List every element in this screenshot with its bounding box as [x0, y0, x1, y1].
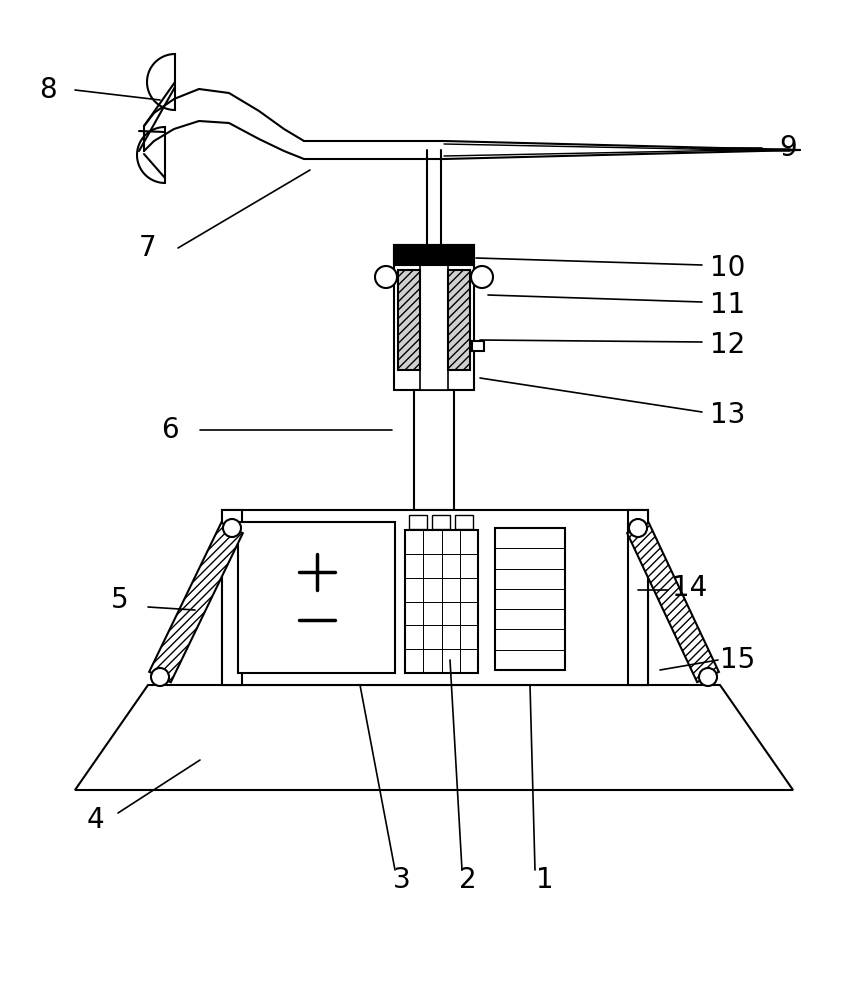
Polygon shape: [149, 523, 243, 682]
Bar: [222, 510, 648, 685]
Bar: [420, 265, 448, 390]
Bar: [405, 530, 478, 673]
Text: 7: 7: [139, 234, 157, 262]
Text: 4: 4: [86, 806, 104, 834]
Circle shape: [151, 668, 169, 686]
Text: 9: 9: [779, 134, 797, 162]
Bar: [238, 522, 395, 673]
Bar: [495, 528, 565, 670]
Text: 13: 13: [710, 401, 746, 429]
Bar: [472, 341, 484, 351]
Text: 15: 15: [720, 646, 756, 674]
Bar: [222, 510, 242, 685]
Text: 12: 12: [710, 331, 746, 359]
Bar: [432, 515, 450, 529]
Polygon shape: [75, 685, 793, 790]
Circle shape: [699, 668, 717, 686]
Text: 14: 14: [673, 574, 707, 602]
Bar: [414, 390, 454, 510]
Bar: [628, 510, 648, 685]
Bar: [409, 515, 427, 529]
Bar: [394, 245, 474, 265]
Text: 6: 6: [161, 416, 179, 444]
Circle shape: [223, 519, 241, 537]
Bar: [455, 515, 473, 529]
Text: 10: 10: [710, 254, 746, 282]
Circle shape: [375, 266, 397, 288]
Bar: [448, 270, 470, 370]
Polygon shape: [628, 523, 719, 682]
Circle shape: [471, 266, 493, 288]
Bar: [398, 270, 420, 370]
Text: 5: 5: [111, 586, 128, 614]
Text: 2: 2: [459, 866, 477, 894]
Circle shape: [629, 519, 647, 537]
Text: 1: 1: [536, 866, 554, 894]
Text: 8: 8: [39, 76, 56, 104]
Text: 3: 3: [393, 866, 411, 894]
Bar: [394, 245, 474, 390]
Text: 11: 11: [710, 291, 746, 319]
